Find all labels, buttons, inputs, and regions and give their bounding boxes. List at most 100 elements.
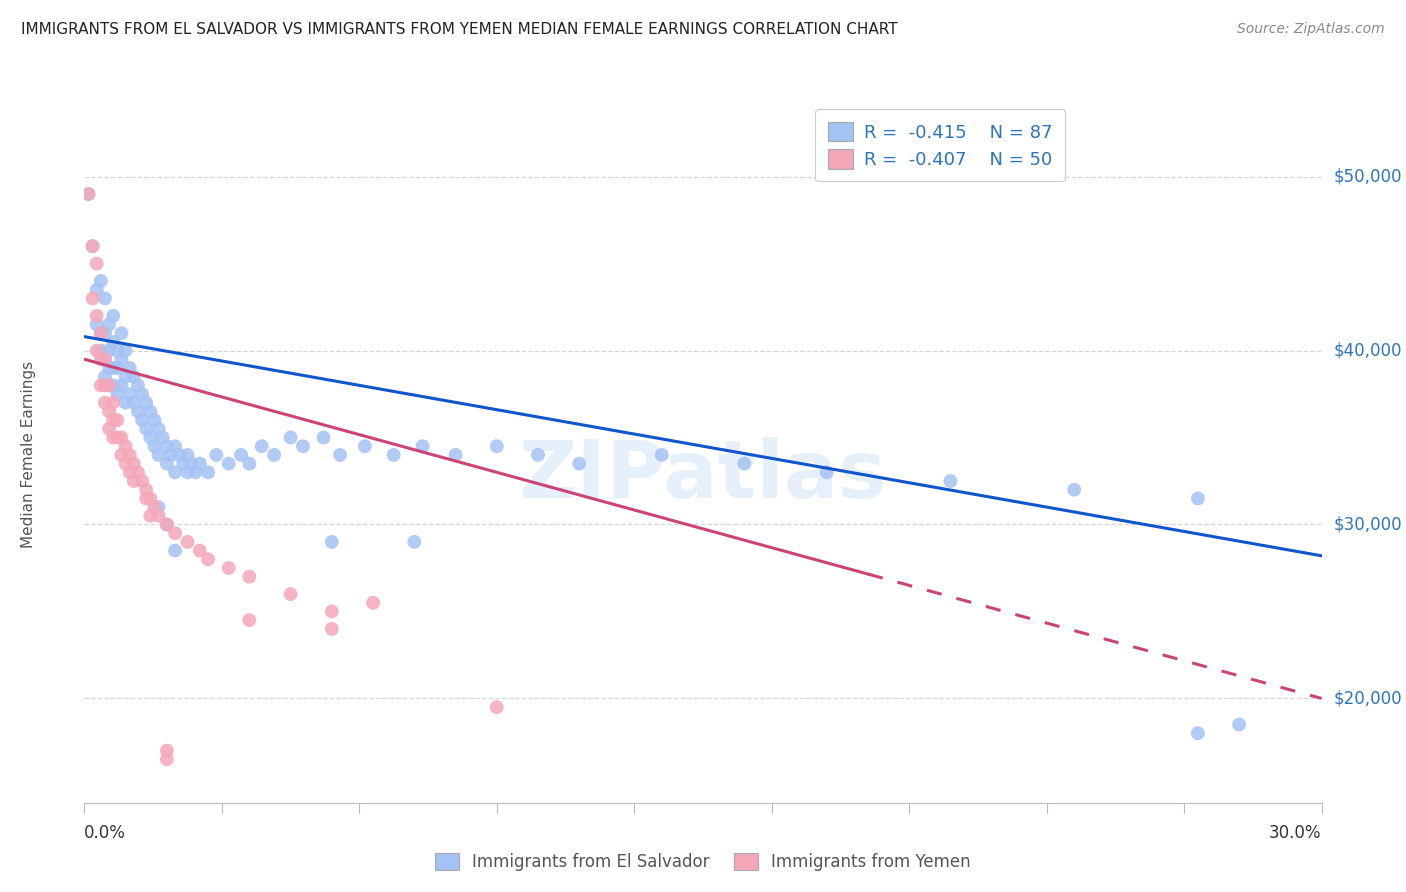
Point xyxy=(568,457,591,471)
Point xyxy=(94,378,117,392)
Point xyxy=(291,439,314,453)
Text: $50,000: $50,000 xyxy=(1334,168,1403,186)
Point xyxy=(94,326,117,341)
Point xyxy=(815,466,838,480)
Point xyxy=(98,343,121,358)
Point xyxy=(312,431,335,445)
Point xyxy=(651,448,673,462)
Point xyxy=(103,361,125,376)
Point xyxy=(148,508,170,523)
Point xyxy=(118,448,141,462)
Point xyxy=(90,352,112,367)
Text: Median Female Earnings: Median Female Earnings xyxy=(21,361,37,549)
Point xyxy=(105,431,128,445)
Point xyxy=(205,448,228,462)
Point xyxy=(77,187,100,202)
Point xyxy=(160,448,183,462)
Point xyxy=(98,422,121,436)
Legend: Immigrants from El Salvador, Immigrants from Yemen: Immigrants from El Salvador, Immigrants … xyxy=(427,845,979,880)
Point xyxy=(485,700,508,714)
Point xyxy=(118,361,141,376)
Point xyxy=(156,517,179,532)
Point xyxy=(122,396,145,410)
Point xyxy=(82,291,104,305)
Point xyxy=(139,431,162,445)
Point xyxy=(131,413,153,427)
Text: $40,000: $40,000 xyxy=(1334,342,1403,359)
Point xyxy=(176,448,198,462)
Point xyxy=(135,491,157,506)
Point xyxy=(98,378,121,392)
Point xyxy=(143,413,166,427)
Point xyxy=(280,587,302,601)
Point xyxy=(353,439,375,453)
Point xyxy=(105,343,128,358)
Point xyxy=(82,239,104,253)
Text: Source: ZipAtlas.com: Source: ZipAtlas.com xyxy=(1237,22,1385,37)
Point xyxy=(127,378,149,392)
Point xyxy=(122,474,145,488)
Point xyxy=(139,404,162,418)
Point xyxy=(105,387,128,401)
Point xyxy=(280,431,302,445)
Point xyxy=(321,605,343,619)
Point xyxy=(1187,491,1209,506)
Point xyxy=(527,448,550,462)
Point xyxy=(148,448,170,462)
Point xyxy=(229,448,252,462)
Point xyxy=(329,448,352,462)
Point xyxy=(238,613,260,627)
Point xyxy=(188,457,211,471)
Point xyxy=(94,291,117,305)
Point xyxy=(143,439,166,453)
Point xyxy=(143,500,166,515)
Point xyxy=(118,466,141,480)
Point xyxy=(94,352,117,367)
Point xyxy=(90,378,112,392)
Point xyxy=(98,378,121,392)
Point xyxy=(156,744,179,758)
Point xyxy=(86,283,108,297)
Point xyxy=(110,431,132,445)
Point xyxy=(90,326,112,341)
Point xyxy=(114,457,136,471)
Text: 30.0%: 30.0% xyxy=(1270,823,1322,842)
Point xyxy=(131,387,153,401)
Point xyxy=(165,526,187,541)
Point xyxy=(250,439,273,453)
Point xyxy=(156,439,179,453)
Point xyxy=(188,543,211,558)
Point xyxy=(1063,483,1085,497)
Point xyxy=(197,466,219,480)
Point xyxy=(77,187,100,202)
Point xyxy=(131,474,153,488)
Point xyxy=(238,457,260,471)
Point xyxy=(148,422,170,436)
Text: IMMIGRANTS FROM EL SALVADOR VS IMMIGRANTS FROM YEMEN MEDIAN FEMALE EARNINGS CORR: IMMIGRANTS FROM EL SALVADOR VS IMMIGRANT… xyxy=(21,22,897,37)
Point xyxy=(94,369,117,384)
Point xyxy=(167,448,190,462)
Point xyxy=(135,483,157,497)
Point xyxy=(114,396,136,410)
Point xyxy=(86,309,108,323)
Point xyxy=(110,352,132,367)
Point xyxy=(105,413,128,427)
Point xyxy=(103,396,125,410)
Point xyxy=(82,239,104,253)
Point xyxy=(238,570,260,584)
Point xyxy=(165,439,187,453)
Point xyxy=(94,352,117,367)
Point xyxy=(263,448,285,462)
Point xyxy=(135,422,157,436)
Point xyxy=(103,431,125,445)
Point xyxy=(197,552,219,566)
Point xyxy=(122,457,145,471)
Point xyxy=(103,378,125,392)
Point xyxy=(94,396,117,410)
Point xyxy=(90,326,112,341)
Point xyxy=(110,378,132,392)
Point xyxy=(382,448,405,462)
Point xyxy=(165,466,187,480)
Point xyxy=(98,318,121,332)
Point xyxy=(139,508,162,523)
